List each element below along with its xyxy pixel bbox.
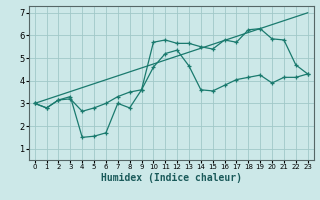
X-axis label: Humidex (Indice chaleur): Humidex (Indice chaleur)	[101, 173, 242, 183]
